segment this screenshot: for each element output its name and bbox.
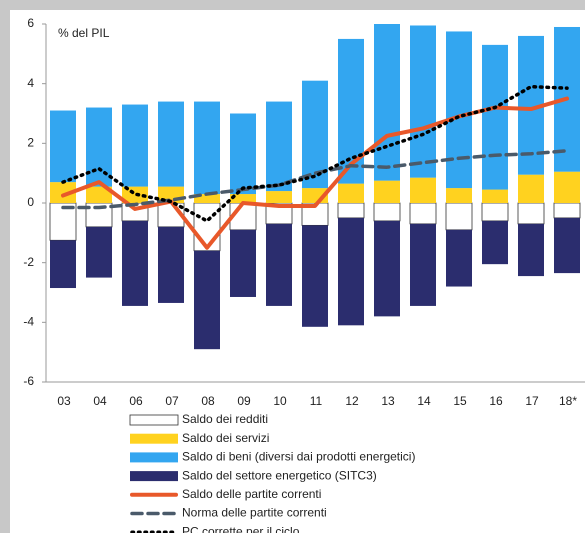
bar-segment [373, 202, 401, 222]
bar-segment [86, 107, 112, 187]
x-tick-label: 14 [417, 394, 431, 408]
bar-segment [554, 217, 580, 274]
bar-segment [409, 202, 437, 225]
bar-segment [158, 101, 184, 187]
x-tick-label: 04 [93, 394, 107, 408]
legend-label: Norma delle partite correnti [182, 506, 327, 520]
bar-segment [122, 186, 148, 203]
bar-segment [518, 174, 544, 203]
bar-segment [230, 113, 256, 195]
y-tick-label: -6 [23, 374, 34, 388]
bar-segment [410, 177, 436, 203]
annotation: % del PIL [58, 26, 110, 40]
bar-segment [374, 24, 400, 181]
x-tick-label: 18* [559, 394, 577, 408]
bar-segment [86, 226, 112, 278]
bar-segment [194, 101, 220, 195]
bar-segment [122, 104, 148, 187]
legend-label: Saldo delle partite correnti [182, 487, 321, 501]
x-tick-label: 08 [201, 394, 215, 408]
y-tick-label: 6 [27, 16, 34, 30]
x-tick-label: 17 [525, 394, 539, 408]
bar-segment [194, 250, 220, 350]
x-tick-label: 10 [273, 394, 287, 408]
bar-segment [446, 188, 472, 203]
bar-segment [554, 171, 580, 203]
bar-segment [266, 191, 292, 203]
y-tick-label: -4 [23, 315, 34, 329]
x-tick-label: 07 [165, 394, 179, 408]
bar-segment [518, 223, 544, 277]
x-tick-label: 15 [453, 394, 467, 408]
bar-segment [446, 31, 472, 189]
bar-segment [446, 229, 472, 287]
bar-segment [482, 44, 508, 190]
line-series [61, 84, 569, 223]
bar-segment [374, 220, 400, 317]
bar-segment [194, 194, 220, 203]
bar-segment [410, 223, 436, 306]
bar-segment [337, 202, 365, 219]
x-tick-label: 11 [310, 394, 323, 408]
legend-label: Saldo dei servizi [182, 431, 269, 445]
legend-label: Saldo di beni (diversi dai prodotti ener… [182, 450, 415, 464]
bar-segment [193, 202, 221, 252]
bar-segment [86, 186, 112, 203]
line-series [61, 149, 569, 210]
y-tick-label: -2 [23, 255, 34, 269]
legend-swatch [130, 433, 178, 444]
y-tick-label: 0 [27, 195, 34, 209]
bar-segment [266, 101, 292, 192]
x-tick-label: 12 [345, 394, 359, 408]
bar-segment [481, 202, 509, 222]
legend-swatch [129, 414, 179, 426]
legend-label: Saldo dei redditi [182, 412, 268, 426]
x-tick-label: 03 [57, 394, 71, 408]
bar-segment [50, 182, 76, 203]
bar-segment [50, 110, 76, 183]
bar-segment [410, 25, 436, 178]
bar-segment [338, 183, 364, 203]
bar-segment [302, 225, 328, 327]
bar-segment [445, 202, 473, 231]
bar-segment [482, 189, 508, 203]
bar-segment [517, 202, 545, 225]
bar-segment [553, 202, 581, 219]
bar-segment [122, 220, 148, 306]
y-tick-label: 4 [27, 76, 34, 90]
legend-label: PC corrette per il ciclo [182, 524, 300, 533]
x-tick-label: 09 [237, 394, 251, 408]
bar-segment [338, 217, 364, 326]
bar-segment [50, 240, 76, 289]
bar-segment [158, 226, 184, 303]
legend-label: Saldo del settore energetico (SITC3) [182, 468, 377, 482]
bar-segment [266, 223, 292, 306]
x-tick-label: 13 [381, 394, 395, 408]
x-tick-label: 16 [489, 394, 503, 408]
bar-segment [374, 180, 400, 203]
legend-swatch [130, 471, 178, 482]
bar-segment [482, 220, 508, 265]
legend-swatch [130, 452, 178, 463]
y-tick-label: 2 [27, 136, 34, 150]
bar-segment [230, 229, 256, 297]
x-tick-label: 06 [129, 394, 143, 408]
bar-segment [230, 194, 256, 203]
